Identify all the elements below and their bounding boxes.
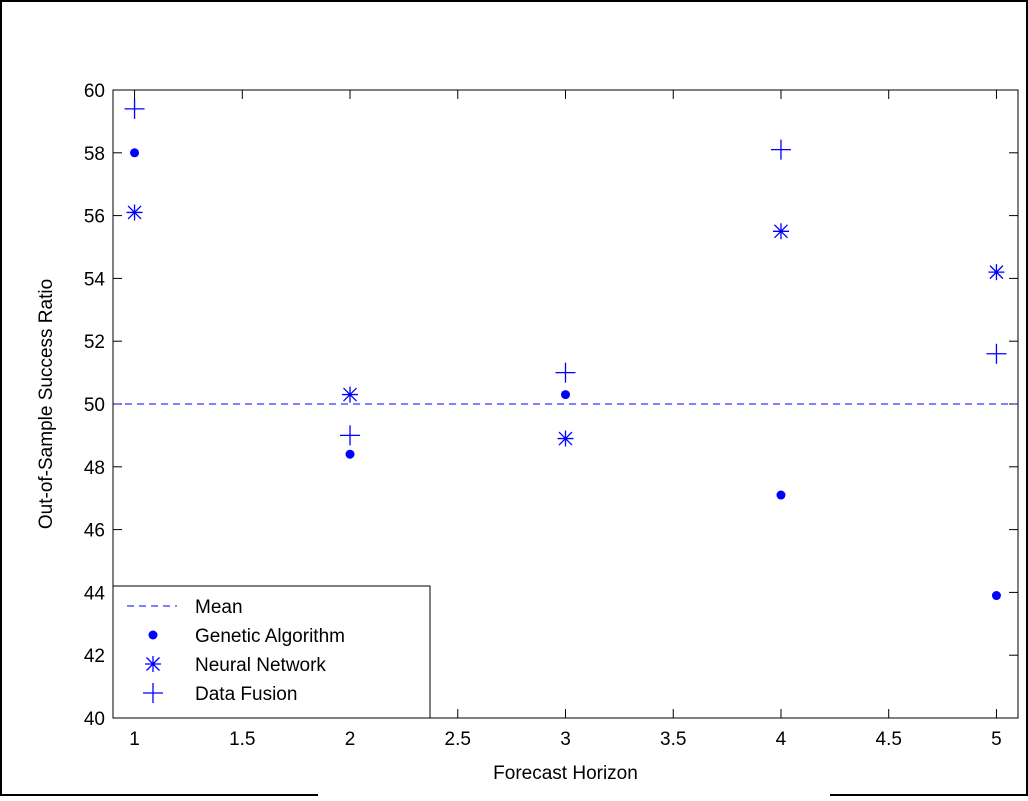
y-tick-label: 48 — [84, 458, 105, 479]
legend-dot-swatch — [148, 630, 158, 640]
neural-network-point — [342, 386, 359, 403]
x-tick-label: 2.5 — [445, 729, 471, 750]
y-tick-label: 56 — [84, 207, 105, 228]
genetic-algorithm-point — [561, 390, 570, 400]
data-fusion-point — [555, 362, 576, 383]
x-tick-label: 1 — [129, 729, 140, 750]
neural-network-point — [772, 223, 789, 240]
legend-asterisk-swatch — [145, 656, 161, 672]
y-tick-label: 46 — [84, 521, 105, 542]
plot-area — [112, 89, 1019, 719]
x-tick-label: 4.5 — [876, 729, 902, 750]
y-tick-label: 60 — [84, 81, 105, 102]
x-tick-label: 2 — [345, 729, 356, 750]
y-tick-label: 50 — [84, 395, 105, 416]
legend-box — [112, 585, 431, 719]
neural-network-point — [988, 264, 1005, 281]
data-points — [124, 98, 1007, 601]
data-fusion-point — [340, 425, 361, 446]
neural-network-point — [557, 430, 574, 447]
legend-label: Neural Network — [195, 655, 326, 676]
legend-label: Mean — [195, 597, 243, 618]
x-tick-label: 5 — [991, 729, 1002, 750]
y-tick-label: 42 — [84, 646, 105, 667]
legend-plus-swatch — [143, 683, 163, 703]
y-tick-label: 58 — [84, 144, 105, 165]
x-tick-label: 4 — [776, 729, 787, 750]
x-tick-label: 1.5 — [229, 729, 255, 750]
genetic-algorithm-point — [991, 591, 1001, 601]
y-tick-label: 54 — [84, 269, 106, 290]
y-tick-label: 52 — [84, 332, 105, 353]
x-tick-label: 3.5 — [660, 729, 686, 750]
y-tick-label: 44 — [84, 583, 106, 604]
legend-label: Genetic Algorithm — [195, 626, 345, 647]
x-tick-label: 3 — [560, 729, 571, 750]
y-axis-label: Out-of-Sample Success Ratio — [36, 279, 57, 529]
legend-label: Data Fusion — [195, 684, 297, 705]
data-fusion-point — [986, 343, 1007, 364]
x-axis-label: Forecast Horizon — [493, 763, 638, 784]
data-fusion-point — [770, 139, 791, 160]
legend: Mean Genetic Algorithm Neural Network Data … — [112, 585, 431, 719]
axis-ticks: 1 1.5 2 2.5 3 3.5 4 4.5 5 40 42 44 46 48 50 52 54 56 58 60 — [84, 81, 1018, 750]
genetic-algorithm-point — [345, 449, 355, 459]
y-tick-label: 40 — [84, 709, 105, 730]
genetic-algorithm-point — [130, 148, 140, 158]
neural-network-point — [126, 204, 143, 221]
genetic-algorithm-point — [776, 490, 786, 500]
data-fusion-point — [124, 98, 145, 119]
